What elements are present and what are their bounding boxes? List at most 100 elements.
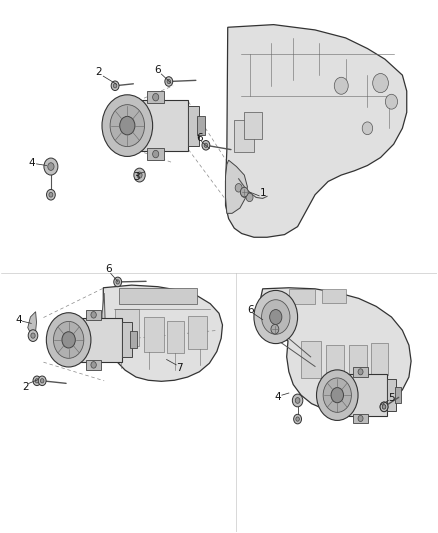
Circle shape: [137, 172, 142, 178]
Bar: [289, 289, 315, 304]
Bar: [234, 120, 254, 152]
Circle shape: [91, 312, 96, 318]
Bar: [130, 332, 137, 348]
Text: 4: 4: [275, 392, 281, 402]
Circle shape: [382, 405, 386, 409]
Polygon shape: [103, 285, 223, 381]
Bar: [123, 322, 132, 358]
Bar: [188, 106, 199, 146]
Circle shape: [152, 150, 159, 158]
Circle shape: [385, 94, 398, 109]
Circle shape: [35, 378, 39, 383]
Circle shape: [102, 95, 152, 157]
Bar: [326, 345, 344, 381]
Circle shape: [358, 415, 363, 422]
Circle shape: [246, 193, 253, 201]
Circle shape: [235, 183, 242, 192]
Bar: [395, 387, 401, 403]
Circle shape: [317, 370, 358, 421]
Circle shape: [46, 313, 91, 367]
Circle shape: [254, 290, 297, 344]
Circle shape: [382, 405, 386, 409]
Circle shape: [44, 158, 58, 175]
Polygon shape: [226, 25, 407, 237]
Circle shape: [53, 321, 84, 358]
Circle shape: [373, 74, 389, 93]
Circle shape: [91, 361, 96, 368]
Circle shape: [331, 387, 343, 403]
Circle shape: [293, 414, 301, 424]
Circle shape: [38, 376, 46, 385]
Circle shape: [240, 187, 248, 197]
Polygon shape: [102, 293, 106, 361]
Circle shape: [111, 81, 119, 91]
Circle shape: [202, 141, 210, 150]
Text: 7: 7: [177, 362, 183, 373]
Polygon shape: [226, 160, 247, 213]
Bar: [119, 288, 197, 304]
Circle shape: [362, 122, 373, 135]
Text: 4: 4: [16, 314, 22, 325]
Bar: [125, 100, 188, 151]
Text: 4: 4: [29, 158, 35, 168]
Bar: [244, 112, 262, 139]
Circle shape: [295, 398, 300, 403]
Circle shape: [380, 402, 388, 411]
Circle shape: [334, 77, 348, 94]
Circle shape: [323, 378, 351, 413]
Circle shape: [241, 189, 248, 197]
Polygon shape: [258, 288, 411, 413]
Text: 1: 1: [259, 188, 266, 198]
Circle shape: [113, 84, 117, 88]
Bar: [301, 341, 321, 378]
Text: 2: 2: [23, 382, 29, 392]
Bar: [166, 321, 184, 353]
Text: 6: 6: [106, 264, 112, 274]
Circle shape: [62, 332, 75, 348]
Bar: [321, 289, 346, 303]
Circle shape: [40, 378, 44, 383]
Bar: [144, 317, 163, 352]
Bar: [371, 343, 388, 375]
Circle shape: [49, 192, 53, 197]
Circle shape: [204, 143, 208, 148]
Circle shape: [48, 163, 54, 171]
Circle shape: [296, 417, 299, 421]
Bar: [349, 345, 367, 379]
Circle shape: [28, 330, 38, 342]
Circle shape: [358, 369, 363, 375]
Polygon shape: [28, 312, 36, 333]
Bar: [387, 379, 396, 411]
Text: 5: 5: [388, 393, 395, 403]
Text: 6: 6: [247, 305, 254, 315]
Circle shape: [33, 376, 41, 385]
Circle shape: [271, 325, 279, 334]
Circle shape: [134, 168, 145, 182]
Bar: [86, 360, 101, 370]
Circle shape: [292, 394, 303, 407]
Circle shape: [110, 104, 145, 147]
Bar: [147, 91, 164, 103]
Circle shape: [167, 79, 170, 84]
Circle shape: [114, 277, 122, 287]
Circle shape: [270, 310, 282, 325]
Text: 2: 2: [95, 68, 102, 77]
Bar: [67, 318, 123, 362]
Text: 3: 3: [133, 172, 139, 182]
Bar: [188, 316, 207, 349]
Bar: [86, 310, 101, 320]
Bar: [353, 367, 368, 377]
Text: 6: 6: [155, 65, 161, 75]
Circle shape: [380, 402, 388, 411]
Circle shape: [261, 300, 290, 334]
Circle shape: [116, 280, 120, 284]
Bar: [115, 309, 139, 346]
Circle shape: [152, 93, 159, 101]
Bar: [353, 414, 368, 423]
Circle shape: [120, 116, 135, 135]
Circle shape: [165, 77, 173, 86]
Circle shape: [31, 333, 35, 338]
Bar: [336, 375, 387, 416]
Bar: [147, 148, 164, 160]
Text: 6: 6: [196, 133, 203, 143]
